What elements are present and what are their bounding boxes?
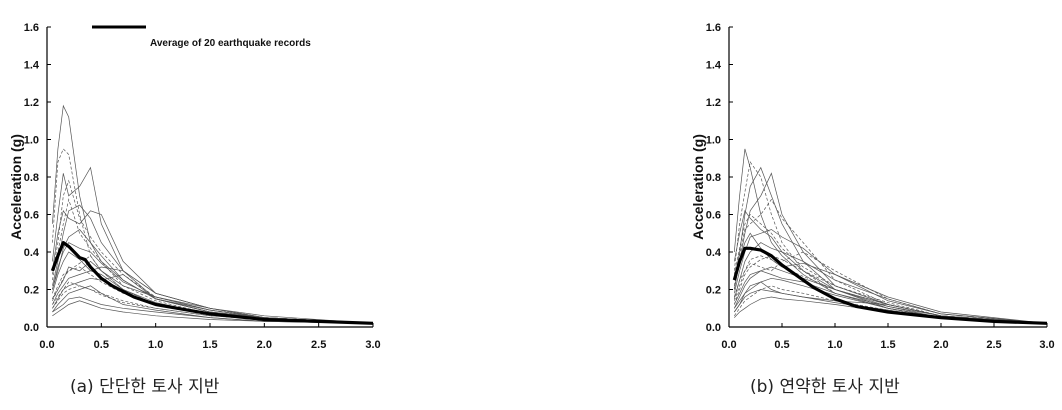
x-tick-label: 1.0 xyxy=(827,339,842,351)
y-tick-label: 0.2 xyxy=(24,285,39,297)
panel-caption: (b) 연약한 토사 지반 xyxy=(750,377,900,397)
average-series-line xyxy=(50,241,374,325)
record-series-line xyxy=(733,255,1048,324)
x-tick-label: 0.0 xyxy=(39,339,54,351)
record-series-line xyxy=(734,281,1048,324)
y-tick-label: 0.0 xyxy=(706,322,721,334)
record-series-line xyxy=(733,213,1048,324)
y-axis-label: Acceleration (g) xyxy=(8,134,24,240)
record-series-line xyxy=(52,166,374,324)
x-tick-label: 1.5 xyxy=(880,339,895,351)
y-axis-label: Acceleration (g) xyxy=(690,134,706,240)
record-series-line xyxy=(52,204,374,324)
record-series-line xyxy=(733,266,1048,324)
y-tick-label: 1.0 xyxy=(706,135,721,147)
record-series-line xyxy=(52,242,374,324)
x-tick-label: 3.0 xyxy=(1039,339,1054,351)
legend-label: Average of 20 earthquake records xyxy=(150,38,311,49)
x-tick-label: 2.0 xyxy=(257,339,272,351)
x-tick-label: 1.5 xyxy=(202,339,217,351)
x-tick-label: 0.5 xyxy=(774,339,789,351)
record-series-line xyxy=(733,172,1048,324)
record-series-line xyxy=(733,255,1048,324)
record-series-line xyxy=(52,281,374,324)
record-series-line xyxy=(52,179,374,324)
record-series-line xyxy=(52,296,374,324)
y-tick-label: 0.6 xyxy=(706,210,721,222)
record-series-line xyxy=(52,148,374,324)
chart-panel-a: 0.0 0.2 0.4 0.6 0.8 1.0 1.2 1.4 1.6 0.0 0.5 1.0 1.5 2… xyxy=(8,22,381,397)
y-tick-label: 1.6 xyxy=(24,22,39,34)
record-series-line xyxy=(733,209,1048,324)
record-series-line xyxy=(733,232,1048,324)
x-tick-label: 0.0 xyxy=(721,339,736,351)
y-tick-label: 0.4 xyxy=(706,247,722,259)
x-tick-label: 2.0 xyxy=(933,339,948,351)
average-series-line xyxy=(732,246,1048,325)
x-tick-label: 1.0 xyxy=(148,339,163,351)
y-tick-label: 0.8 xyxy=(706,172,721,184)
record-series-line xyxy=(52,300,374,324)
chart-panel-b: 0.0 0.2 0.4 0.6 0.8 1.0 1.2 1.4 1.6 0.0 0.5 1.0 1.5 2… xyxy=(690,22,1055,397)
legend: Average of 20 earthquake records xyxy=(92,25,311,49)
panel-caption: (a) 단단한 토사 지반 xyxy=(70,377,220,397)
x-tick-label: 2.5 xyxy=(311,339,326,351)
y-tick-label: 0.6 xyxy=(24,210,39,222)
record-series-line xyxy=(734,277,1048,324)
x-tick-label: 0.5 xyxy=(94,339,109,351)
y-tick-label: 1.2 xyxy=(706,97,721,109)
y-tick-label: 1.2 xyxy=(24,97,39,109)
y-tick-label: 1.0 xyxy=(24,135,39,147)
y-tick-label: 1.4 xyxy=(24,60,40,72)
record-series-line xyxy=(733,229,1048,324)
x-tick-label: 2.5 xyxy=(986,339,1001,351)
record-series-group xyxy=(52,104,374,324)
record-series-line xyxy=(52,229,374,324)
y-tick-label: 0.0 xyxy=(24,322,39,334)
record-series-line xyxy=(52,260,374,324)
record-series-group xyxy=(733,148,1048,324)
record-series-line xyxy=(734,285,1048,324)
x-tick-label: 3.0 xyxy=(365,339,380,351)
record-series-line xyxy=(733,242,1048,324)
y-tick-label: 0.4 xyxy=(24,247,40,259)
y-tick-label: 0.2 xyxy=(706,285,721,297)
record-series-line xyxy=(733,270,1048,324)
y-tick-label: 1.6 xyxy=(706,22,721,34)
y-tick-label: 1.4 xyxy=(706,60,722,72)
y-tick-label: 0.8 xyxy=(24,172,39,184)
